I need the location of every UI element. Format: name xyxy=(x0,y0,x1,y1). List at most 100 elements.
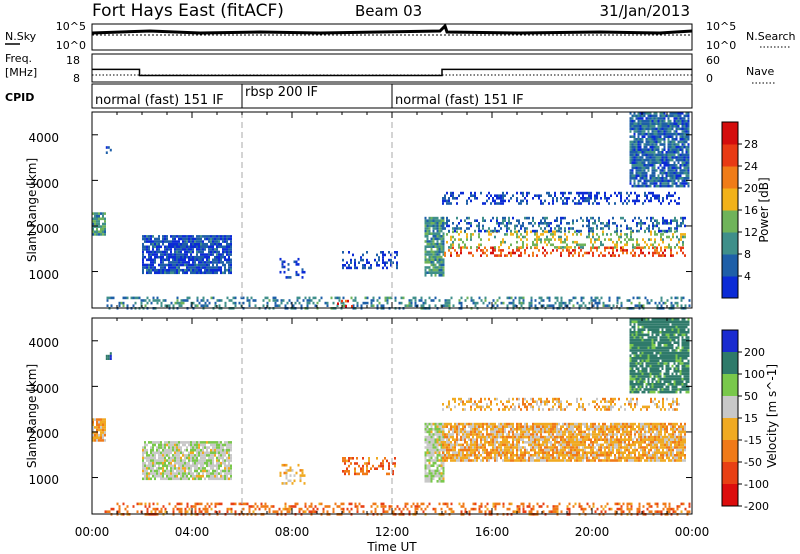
data-cell xyxy=(424,229,427,233)
data-cell xyxy=(396,266,398,270)
data-cell xyxy=(530,433,532,436)
data-cell xyxy=(432,268,435,272)
data-cell xyxy=(486,441,488,444)
data-cell xyxy=(626,224,628,228)
data-cell xyxy=(392,462,394,465)
data-cell xyxy=(645,153,648,157)
data-cell xyxy=(164,464,166,468)
data-cell xyxy=(112,296,115,300)
data-cell xyxy=(687,166,690,170)
data-cell xyxy=(160,461,162,465)
data-cell xyxy=(660,304,663,307)
data-cell xyxy=(669,127,672,131)
data-cell xyxy=(576,233,578,236)
data-cell xyxy=(641,130,644,133)
data-cell xyxy=(633,112,636,115)
data-cell xyxy=(562,433,564,436)
data-cell xyxy=(661,112,664,115)
data-cell xyxy=(440,464,443,467)
data-cell xyxy=(220,461,222,465)
data-cell xyxy=(452,197,454,200)
data-cell xyxy=(458,451,460,454)
data-cell xyxy=(448,428,450,431)
data-cell xyxy=(550,251,552,255)
data-cell xyxy=(182,263,184,267)
data-cell xyxy=(426,441,429,444)
data-cell xyxy=(663,169,666,172)
data-cell xyxy=(560,251,562,255)
data-cell xyxy=(687,182,690,185)
data-cell xyxy=(676,219,678,222)
data-cell xyxy=(630,191,632,195)
data-cell xyxy=(434,245,437,248)
data-cell xyxy=(462,446,464,449)
data-cell xyxy=(680,296,683,300)
data-cell xyxy=(196,467,198,470)
data-cell xyxy=(683,179,686,183)
data-cell xyxy=(651,140,654,144)
data-cell xyxy=(92,220,94,223)
data-cell xyxy=(484,422,486,426)
data-cell xyxy=(144,263,146,267)
data-cell xyxy=(442,197,444,200)
data-cell xyxy=(220,261,222,264)
data-cell xyxy=(498,422,500,426)
data-cell xyxy=(637,148,640,151)
data-cell xyxy=(160,477,162,481)
data-cell xyxy=(347,299,349,303)
data-cell xyxy=(564,246,566,249)
data-cell xyxy=(448,197,450,200)
data-cell xyxy=(206,446,208,449)
data-cell xyxy=(616,249,618,252)
data-cell xyxy=(426,237,429,241)
data-cell xyxy=(212,248,214,251)
data-cell xyxy=(608,304,611,307)
data-cell xyxy=(472,435,474,439)
data-cell xyxy=(150,301,153,305)
data-cell xyxy=(476,448,478,452)
data-cell xyxy=(176,263,178,267)
data-cell xyxy=(647,140,650,144)
data-cell xyxy=(631,117,634,120)
data-cell xyxy=(194,263,196,267)
data-cell xyxy=(458,301,461,305)
data-cell xyxy=(466,451,468,454)
data-cell xyxy=(168,271,170,275)
data-cell xyxy=(438,299,441,302)
data-cell xyxy=(194,446,196,449)
data-cell xyxy=(176,456,178,460)
data-cell xyxy=(262,304,265,307)
data-cell xyxy=(388,296,391,300)
data-cell xyxy=(442,304,445,307)
data-cell xyxy=(673,148,676,151)
data-cell xyxy=(228,441,230,444)
data-cell xyxy=(681,130,684,133)
data-cell xyxy=(152,248,154,251)
data-cell xyxy=(558,451,560,454)
data-cell xyxy=(230,448,232,452)
data-cell xyxy=(626,202,628,205)
data-cell xyxy=(426,227,429,230)
data-cell xyxy=(152,258,154,262)
data-cell xyxy=(649,148,652,151)
data-cell xyxy=(228,268,230,272)
data-cell xyxy=(440,446,443,449)
data-cell xyxy=(218,304,221,307)
data-cell xyxy=(428,224,431,228)
data-cell xyxy=(182,268,184,272)
data-cell xyxy=(536,194,538,197)
data-cell xyxy=(174,301,177,305)
data-cell xyxy=(540,448,542,452)
data-cell xyxy=(665,130,668,133)
data-cell xyxy=(620,301,623,305)
data-cell xyxy=(612,216,614,220)
data-cell xyxy=(484,446,486,449)
data-cell xyxy=(388,258,390,262)
data-cell xyxy=(168,477,170,481)
data-cell xyxy=(520,425,522,428)
data-cell xyxy=(184,467,186,470)
data-cell xyxy=(504,438,506,441)
data-cell xyxy=(645,140,648,144)
data-cell xyxy=(148,299,151,302)
data-cell xyxy=(144,248,146,251)
